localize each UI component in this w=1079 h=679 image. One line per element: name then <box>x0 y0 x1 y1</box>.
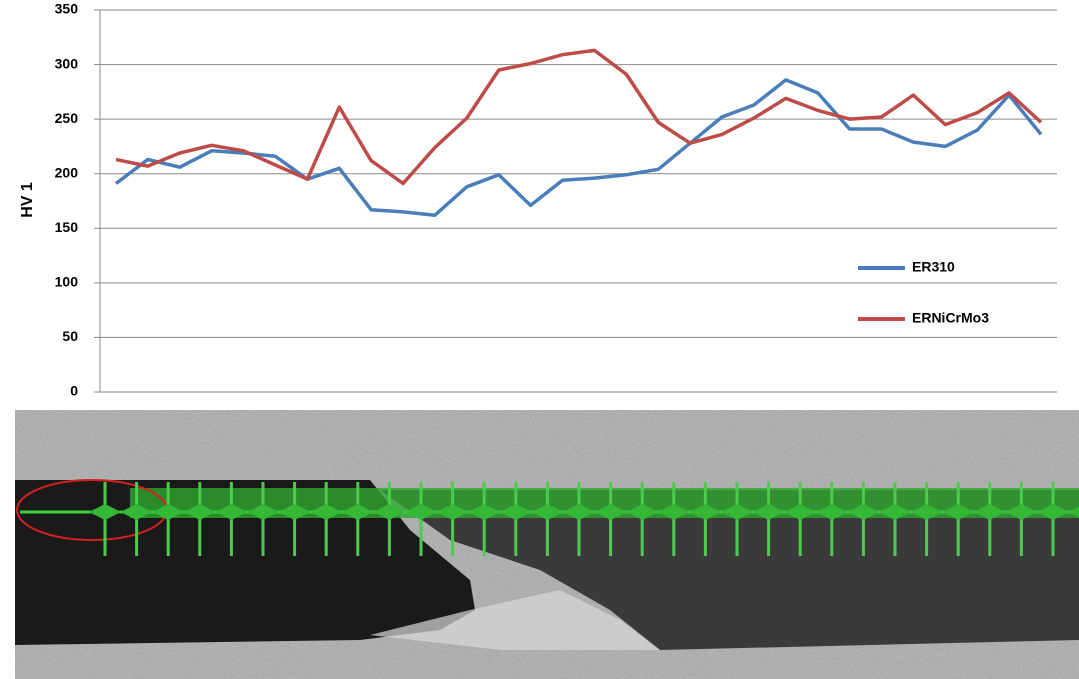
indent-diamond <box>405 504 437 520</box>
fusion-line <box>370 590 660 650</box>
indent-diamond <box>120 504 153 520</box>
indent-diamond <box>89 504 121 520</box>
series-line <box>115 48 1043 186</box>
indent-diamond <box>657 504 690 520</box>
dark-region <box>15 480 475 645</box>
indent-diamond <box>341 504 374 520</box>
indent-diamond <box>278 504 311 520</box>
y-tick-label: 250 <box>55 110 79 126</box>
indent-diamond <box>784 504 817 520</box>
y-tick-label: 300 <box>55 55 79 71</box>
indent-diamond <box>721 504 753 520</box>
indent-diamond <box>215 504 248 520</box>
y-tick-label: 350 <box>55 1 79 17</box>
y-tick-label: 50 <box>62 328 78 344</box>
indent-markers <box>89 482 1079 556</box>
micrograph <box>15 410 1079 679</box>
indent-diamond <box>689 504 722 520</box>
legend-label: ER310 <box>912 259 955 275</box>
indent-diamond <box>1005 504 1038 520</box>
indent-diamond <box>152 504 185 520</box>
indent-diamond <box>973 504 1006 520</box>
series-line <box>114 78 1043 217</box>
indent-diamond <box>879 504 911 520</box>
weld-region <box>380 490 1079 650</box>
y-axis-label: HV 1 <box>19 182 36 218</box>
indent-diamond <box>847 504 880 520</box>
indent-diamond <box>436 504 469 520</box>
indent-diamond <box>563 504 595 520</box>
indent-diamond <box>531 504 564 520</box>
indent-diamond <box>1068 506 1079 518</box>
y-tick-label: 200 <box>55 164 79 180</box>
y-tick-label: 0 <box>70 383 78 399</box>
legend-label: ERNiCrMo3 <box>912 310 989 326</box>
indent-diamond <box>373 504 406 520</box>
indent-diamond <box>752 504 785 520</box>
indent-diamond <box>499 504 532 520</box>
y-tick-label: 100 <box>55 274 79 290</box>
indent-diamond <box>468 504 501 520</box>
y-tick-label: 150 <box>55 219 79 235</box>
indent-diamond <box>1037 504 1069 520</box>
indent-diamond <box>183 504 216 520</box>
indent-diamond <box>626 504 659 520</box>
indent-diamond <box>594 504 627 520</box>
indent-diamond <box>815 504 848 520</box>
indent-diamond <box>247 504 279 520</box>
indent-diamond <box>910 504 943 520</box>
indent-diamond <box>310 504 343 520</box>
indent-diamond <box>942 504 975 520</box>
